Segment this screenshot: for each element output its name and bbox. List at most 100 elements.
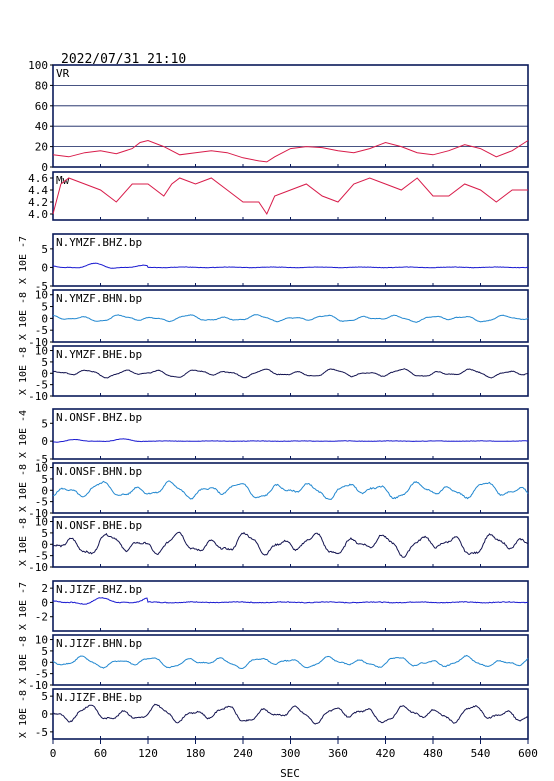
x-tick-label: 300: [281, 747, 301, 760]
panel-label: N.ONSF.BHN.bp: [56, 465, 142, 478]
x-tick-label: 420: [376, 747, 396, 760]
x-tick-label: 60: [94, 747, 107, 760]
y-axis-label: X 10E -7: [18, 236, 29, 284]
x-tick-label: 540: [471, 747, 491, 760]
panel-label: N.ONSF.BHE.bp: [56, 519, 142, 532]
x-tick-label: 120: [138, 747, 158, 760]
y-tick-label: 10: [35, 289, 48, 302]
series-line: [52, 438, 528, 443]
panel-label: N.YMZF.BHN.bp: [56, 292, 142, 305]
panel-label: N.YMZF.BHZ.bp: [56, 236, 142, 249]
series-line: [53, 597, 528, 605]
y-tick-label: 0: [41, 708, 48, 721]
series-line: [52, 139, 529, 163]
panel-label: Mw: [56, 174, 70, 187]
y-axis-label: X 10E -8: [18, 636, 29, 684]
panel-vr: 0 20 40 60 80 100 VR: [28, 59, 529, 174]
y-tick-label: 5: [41, 417, 48, 430]
x-tick-label: 240: [233, 747, 253, 760]
y-tick-label: 10: [35, 516, 48, 529]
y-tick-label: 4.2: [28, 196, 48, 209]
y-tick-label: 4.0: [28, 208, 48, 221]
y-tick-label: -5: [35, 280, 48, 293]
panel-jizf-bhz: -2 02 X 10E -7 N.JIZF.BHZ.bp: [18, 580, 529, 632]
y-tick-label: 2: [41, 582, 48, 595]
y-tick-label: 0: [41, 312, 48, 325]
y-tick-label: -5: [35, 453, 48, 466]
y-tick-label: 5: [41, 243, 48, 256]
y-tick-label: 5: [41, 301, 48, 314]
y-axis-label: X 10E -4: [18, 410, 29, 458]
y-tick-label: -5: [35, 726, 48, 739]
y-tick-label: 0: [41, 538, 48, 551]
y-tick-label: 40: [35, 120, 48, 133]
panel-label: N.YMZF.BHE.bp: [56, 348, 142, 361]
y-tick-label: 5: [41, 356, 48, 369]
chart-timestamp: 2022/07/31 21:10: [61, 52, 186, 67]
y-tick-label: 10: [35, 634, 48, 647]
x-axis-label: SEC: [280, 767, 300, 780]
y-tick-label: -10: [28, 390, 48, 403]
y-tick-label: 4.6: [28, 172, 48, 185]
y-tick-label: 5: [41, 527, 48, 540]
panel-label: N.ONSF.BHZ.bp: [56, 411, 142, 424]
panel-label: N.JIZF.BHE.bp: [56, 691, 142, 704]
x-tick-label: 480: [423, 747, 443, 760]
series-line: [52, 368, 529, 379]
series-line: [52, 262, 528, 269]
y-tick-label: 20: [35, 141, 48, 154]
series-line: [52, 177, 528, 216]
panel-frame: [52, 64, 529, 168]
y-tick-label: -10: [28, 561, 48, 574]
y-axis-label: X 10E -8: [18, 464, 29, 512]
panel-ymzf-bhz: -5 0 5 X 10E -7 N.YMZF.BHZ.bp: [18, 233, 529, 293]
x-tick-label: 600: [518, 747, 538, 760]
y-tick-label: -5: [35, 550, 48, 563]
y-tick-label: 0: [41, 484, 48, 497]
y-tick-label: 0: [41, 161, 48, 174]
y-tick-label: -5: [35, 668, 48, 681]
y-tick-label: 10: [35, 345, 48, 358]
y-tick-label: -10: [28, 679, 48, 692]
y-axis-label: X 10E -8: [18, 690, 29, 738]
panel-label: N.JIZF.BHZ.bp: [56, 583, 142, 596]
y-tick-label: 5: [41, 690, 48, 703]
y-axis-label: X 10E -8: [18, 347, 29, 395]
y-tick-label: -5: [35, 324, 48, 337]
y-tick-label: 80: [35, 79, 48, 92]
y-tick-label: -5: [35, 379, 48, 392]
series-line: [52, 654, 529, 670]
panel-label: N.JIZF.BHN.bp: [56, 637, 142, 650]
series-line: [52, 531, 529, 558]
y-tick-label: 10: [35, 462, 48, 475]
y-tick-label: -10: [28, 336, 48, 349]
y-axis-label: X 10E -8: [18, 292, 29, 340]
x-tick-label: 360: [328, 747, 348, 760]
y-tick-label: 0: [41, 596, 48, 609]
x-tick-label: 180: [186, 747, 206, 760]
panel-jizf-bhe: -5 0 5 X 10E -8 N.JIZF.BHE.bp: [18, 688, 529, 740]
y-tick-label: 0: [41, 261, 48, 274]
y-tick-label: 60: [35, 100, 48, 113]
series-line: [52, 703, 529, 725]
y-tick-label: -10: [28, 507, 48, 520]
series-line: [52, 314, 529, 323]
y-tick-label: 5: [41, 473, 48, 486]
x-axis: 0 60 120 180 240 300 360 420 480 540 600: [50, 739, 538, 760]
panel-mw: 4.04.24.44.6 Mw: [28, 171, 529, 221]
y-tick-label: 5: [41, 645, 48, 658]
y-tick-label: 100: [28, 59, 48, 72]
y-tick-label: 0: [41, 367, 48, 380]
y-tick-label: 0: [41, 435, 48, 448]
panel-onsf-bhz: -5 0 5 X 10E -4 N.ONSF.BHZ.bp: [18, 408, 529, 466]
y-axis-label: X 10E -8: [18, 518, 29, 566]
x-tick-label: 0: [50, 747, 57, 760]
series-line: [52, 480, 529, 500]
y-tick-label: -2: [35, 611, 48, 624]
